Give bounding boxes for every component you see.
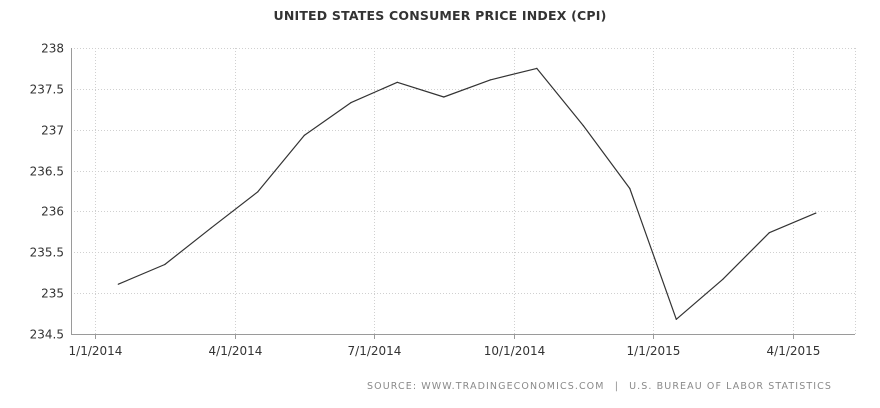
x-tick-label: 4/1/2014 bbox=[209, 344, 263, 358]
data-point bbox=[396, 81, 398, 83]
y-tick-label: 238 bbox=[41, 42, 64, 56]
data-point bbox=[815, 212, 817, 214]
source-attribution: SOURCE: WWW.TRADINGECONOMICS.COM | U.S. … bbox=[367, 381, 832, 392]
data-point bbox=[489, 79, 491, 81]
data-point bbox=[768, 232, 770, 234]
y-tick-label: 236.5 bbox=[30, 165, 64, 179]
data-point bbox=[117, 283, 119, 285]
x-tick-label: 1/1/2014 bbox=[69, 344, 123, 358]
data-point bbox=[257, 191, 259, 193]
data-point bbox=[629, 187, 631, 190]
labels-layer: 234.5 235 235.5 236 236.5 237 237.5 238 1/1/2014… bbox=[30, 42, 821, 359]
data-point bbox=[675, 318, 677, 320]
y-tick-label: 237.5 bbox=[30, 83, 64, 97]
x-tick-label: 7/1/2014 bbox=[348, 344, 402, 358]
chart-title: UNITED STATES CONSUMER PRICE INDEX (CPI) bbox=[273, 8, 607, 23]
data-point bbox=[536, 67, 538, 69]
data-point bbox=[582, 125, 584, 127]
x-tick-label: 10/1/2014 bbox=[484, 344, 546, 358]
y-tick-label: 235.5 bbox=[30, 246, 64, 260]
series-line-cpi bbox=[118, 67, 817, 320]
y-tick-label: 234.5 bbox=[30, 328, 64, 342]
data-point bbox=[722, 278, 724, 280]
grid-layer bbox=[71, 48, 856, 334]
x-tick-label: 1/1/2015 bbox=[627, 344, 681, 358]
y-tick-label: 236 bbox=[41, 205, 64, 219]
data-point bbox=[303, 134, 305, 136]
source-label: SOURCE: WWW.TRADINGECONOMICS.COM bbox=[367, 381, 605, 392]
data-point bbox=[350, 102, 352, 104]
data-point bbox=[443, 96, 445, 98]
x-tick-label: 4/1/2015 bbox=[767, 344, 821, 358]
y-tick-label: 235 bbox=[41, 287, 64, 301]
series-layer bbox=[117, 67, 817, 320]
data-point bbox=[164, 263, 166, 266]
y-tick-label: 237 bbox=[41, 124, 64, 138]
source-agency: U.S. BUREAU OF LABOR STATISTICS bbox=[629, 381, 832, 392]
data-point bbox=[210, 227, 212, 229]
source-separator: | bbox=[614, 381, 619, 392]
axes-layer bbox=[71, 48, 855, 339]
